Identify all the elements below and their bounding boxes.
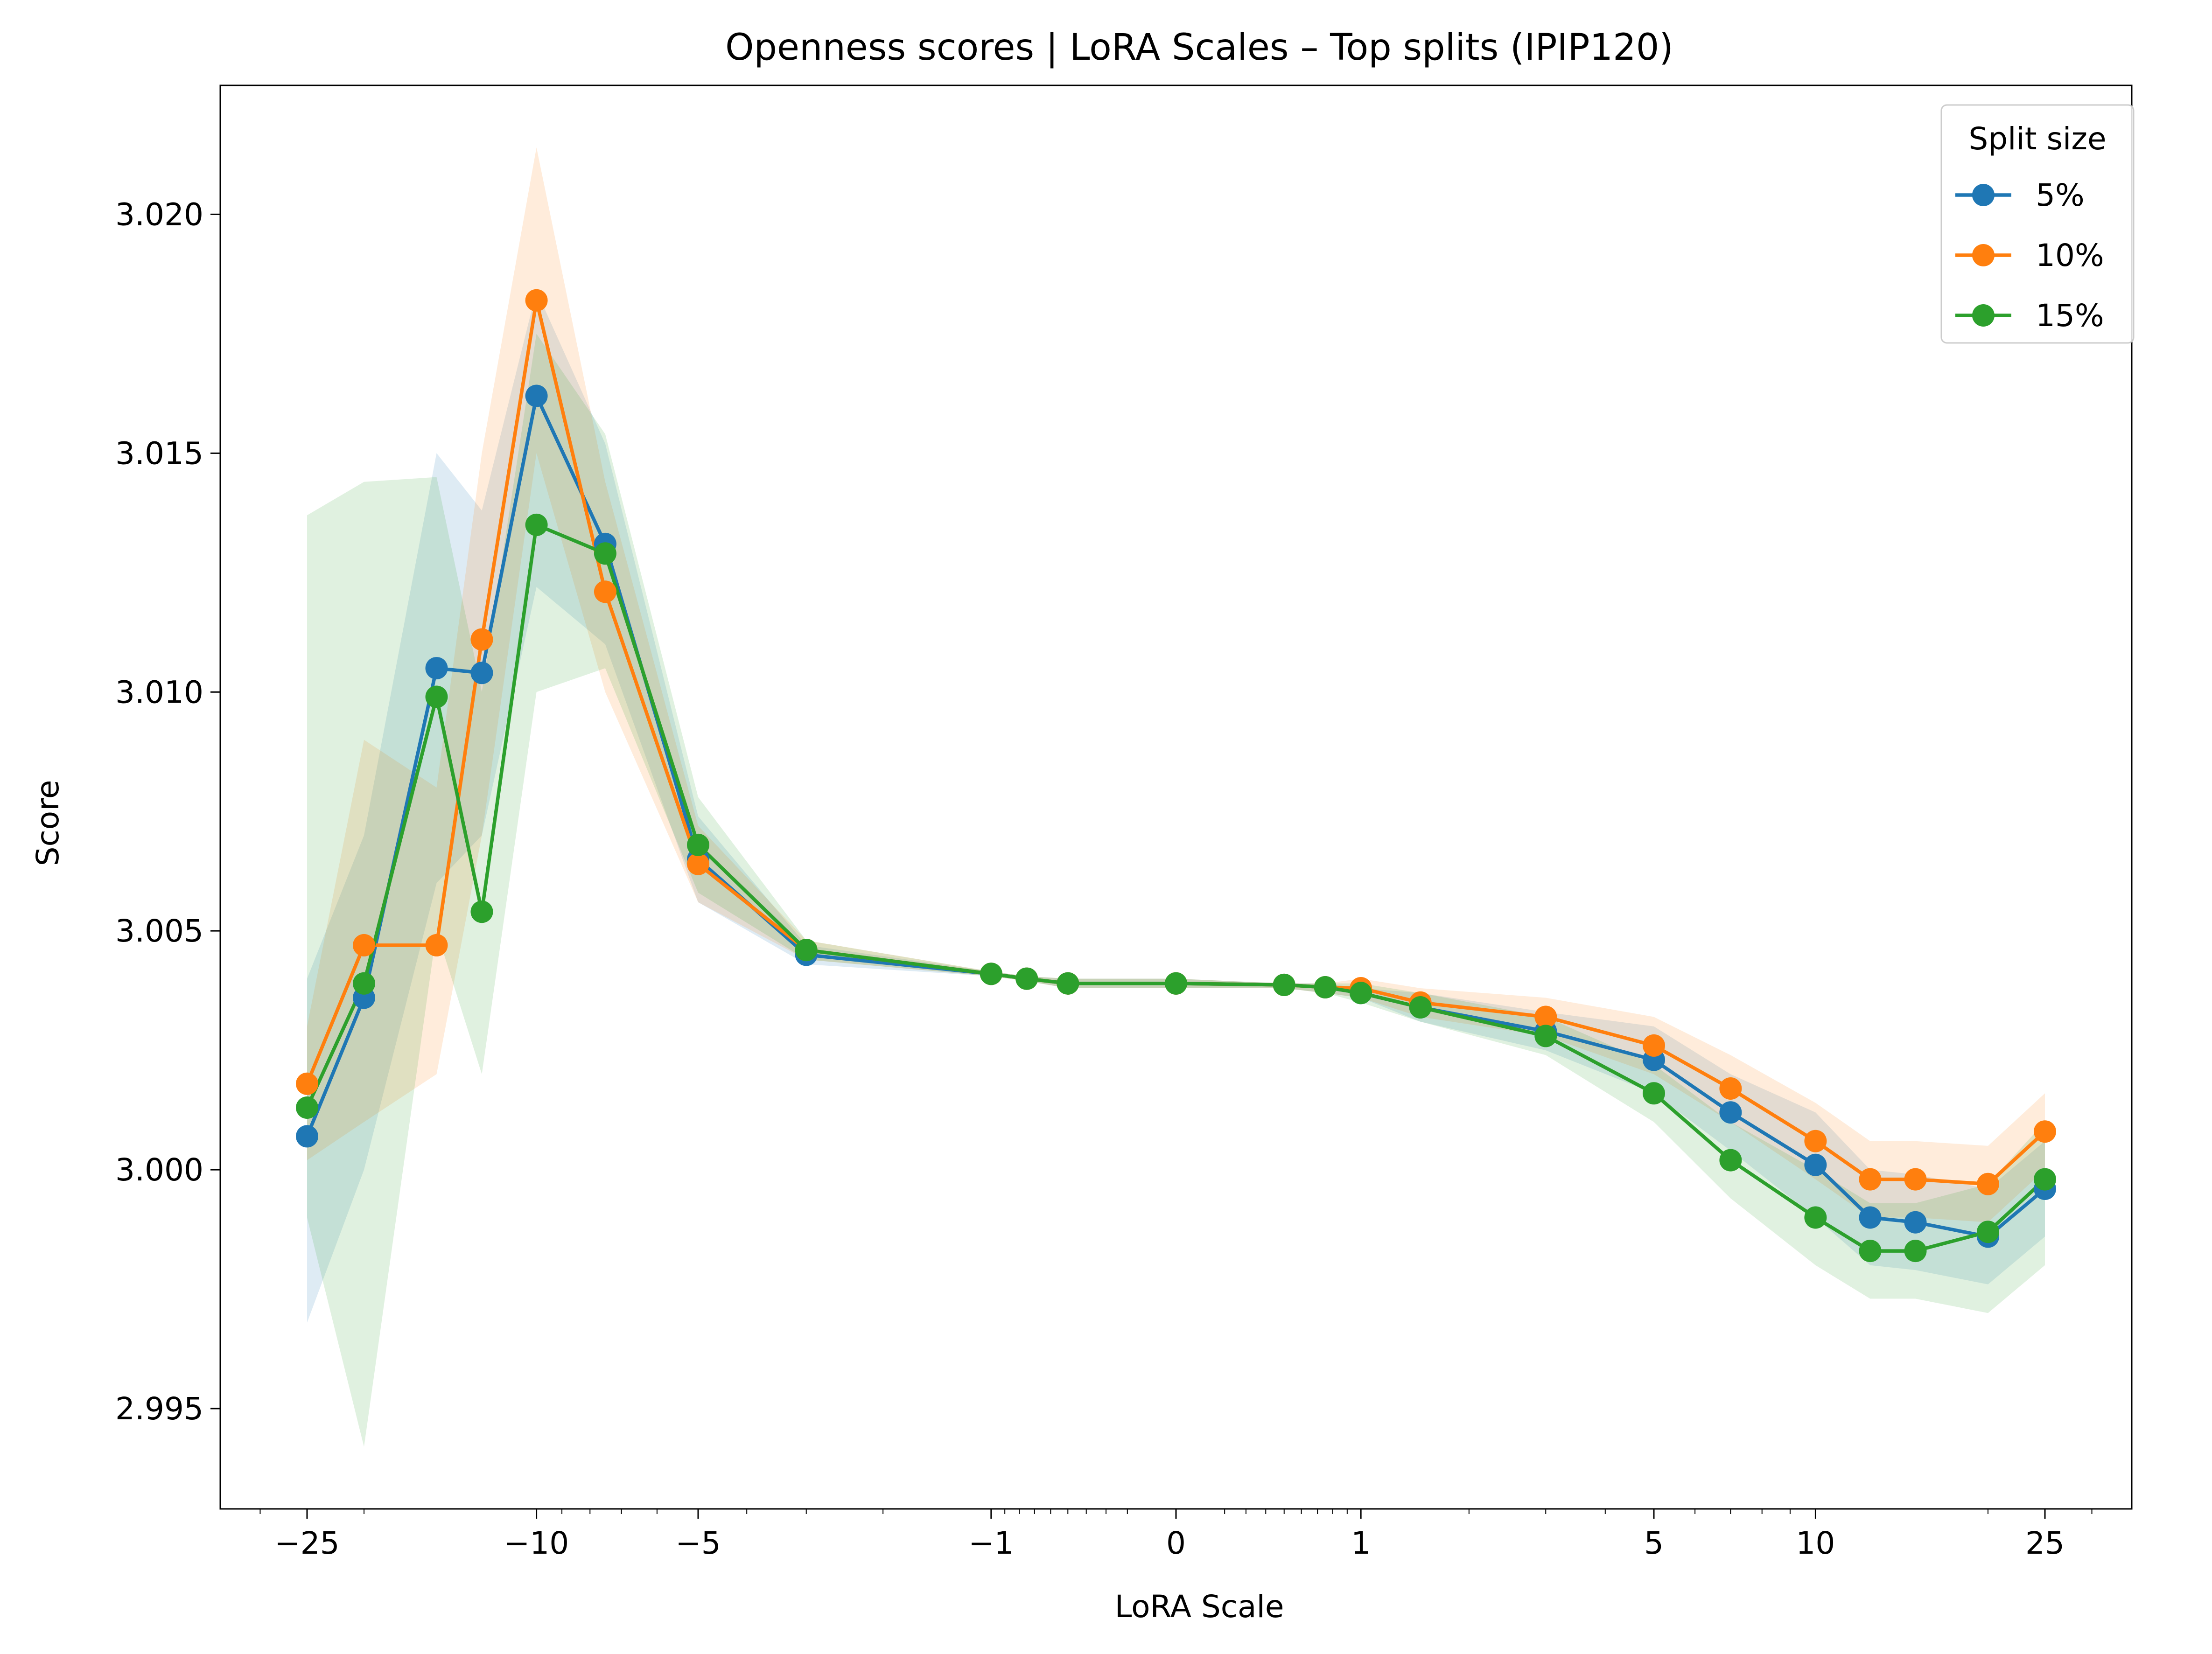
data-point-s2-6 <box>594 580 616 603</box>
confidence-bands <box>307 147 2045 1447</box>
y-tick-label-2: 3.000 <box>115 1152 203 1188</box>
legend-label-1: 5% <box>2036 177 2085 213</box>
confidence-band-2 <box>307 147 2045 1222</box>
data-point-s2-21 <box>1859 1168 1882 1191</box>
data-point-s1-21 <box>1859 1206 1882 1229</box>
y-axis-ticks: 2.995 3.000 3.005 3.010 3.015 3.020 <box>115 196 220 1427</box>
data-point-s1-1 <box>296 1125 318 1148</box>
data-point-s3-20 <box>1804 1206 1827 1229</box>
legend-label-3: 15% <box>2036 298 2104 334</box>
data-point-s2-5 <box>525 289 548 312</box>
legend-title: Split size <box>1968 121 2106 157</box>
data-point-s1-22 <box>1904 1211 1927 1234</box>
data-point-s3-18 <box>1643 1082 1665 1105</box>
data-point-s3-17 <box>1534 1025 1557 1047</box>
data-point-s2-20 <box>1804 1130 1827 1152</box>
data-point-s2-2 <box>353 934 375 956</box>
data-point-s3-3 <box>425 685 448 708</box>
x-axis-label: LoRA Scale <box>1115 1589 1284 1625</box>
legend-marker-2 <box>1972 244 1995 266</box>
x-tick-label-3: −5 <box>675 1525 721 1561</box>
x-tick-label-5: 0 <box>1166 1525 1186 1561</box>
data-point-s3-13 <box>1273 973 1295 996</box>
data-point-s3-24 <box>2034 1168 2056 1191</box>
data-point-s3-2 <box>353 972 375 995</box>
data-point-s2-18 <box>1643 1034 1665 1057</box>
data-point-s3-8 <box>795 939 818 962</box>
data-point-s2-4 <box>470 628 493 651</box>
data-point-s2-17 <box>1534 1005 1557 1028</box>
series-markers <box>296 289 2056 1263</box>
data-point-s3-10 <box>1015 967 1038 990</box>
legend-label-2: 10% <box>2036 237 2104 273</box>
legend-frame <box>1940 104 2135 344</box>
data-point-s3-6 <box>594 542 616 565</box>
x-tick-label-1: −25 <box>274 1525 339 1561</box>
x-tick-label-7: 5 <box>1644 1525 1664 1561</box>
data-point-s3-15 <box>1350 982 1372 1005</box>
legend-marker-3 <box>1972 304 1995 327</box>
x-axis-ticks: −25 −10 −5 −1 0 1 5 10 25 <box>259 1509 2093 1561</box>
y-tick-label-3: 3.005 <box>115 913 203 949</box>
y-tick-label-5: 3.015 <box>115 435 203 471</box>
y-axis-label: Score <box>30 780 66 866</box>
chart-title: Openness scores | LoRA Scales – Top spli… <box>725 27 1673 69</box>
data-point-s2-7 <box>687 852 709 875</box>
legend: Split size 5% 10% 15% <box>1940 104 2135 344</box>
x-tick-label-4: −1 <box>968 1525 1014 1561</box>
data-point-s3-4 <box>470 900 493 923</box>
legend-items: 5% 10% 15% <box>1955 177 2104 334</box>
data-point-s3-12 <box>1165 972 1187 995</box>
data-point-s1-20 <box>1804 1153 1827 1176</box>
x-tick-label-9: 25 <box>2025 1525 2065 1561</box>
data-point-s1-5 <box>525 384 548 407</box>
data-point-s1-19 <box>1719 1101 1742 1124</box>
data-point-s1-3 <box>425 657 448 680</box>
data-point-s3-7 <box>687 833 709 856</box>
data-point-s1-4 <box>470 662 493 684</box>
data-point-s3-22 <box>1904 1240 1927 1263</box>
data-point-s3-5 <box>525 513 548 536</box>
data-point-s3-19 <box>1719 1149 1742 1172</box>
data-point-s3-9 <box>980 963 1002 985</box>
x-tick-label-6: 1 <box>1351 1525 1371 1561</box>
data-point-s2-19 <box>1719 1077 1742 1100</box>
data-point-s3-11 <box>1057 972 1079 995</box>
data-point-s2-3 <box>425 934 448 956</box>
data-point-s3-23 <box>1977 1221 1999 1243</box>
data-point-s3-21 <box>1859 1240 1882 1263</box>
y-tick-label-6: 3.020 <box>115 196 203 232</box>
data-point-s3-1 <box>296 1096 318 1119</box>
data-point-s3-14 <box>1314 976 1337 998</box>
x-tick-label-8: 10 <box>1796 1525 1835 1561</box>
data-point-s2-22 <box>1904 1168 1927 1191</box>
confidence-band-1 <box>307 291 2045 1323</box>
legend-marker-1 <box>1972 184 1995 206</box>
data-point-s3-16 <box>1409 996 1432 1019</box>
data-point-s2-1 <box>296 1072 318 1095</box>
data-point-s2-23 <box>1977 1172 1999 1195</box>
y-tick-label-4: 3.010 <box>115 674 203 710</box>
x-tick-label-2: −10 <box>504 1525 569 1561</box>
y-tick-label-1: 2.995 <box>115 1391 203 1427</box>
data-point-s2-24 <box>2034 1120 2056 1143</box>
